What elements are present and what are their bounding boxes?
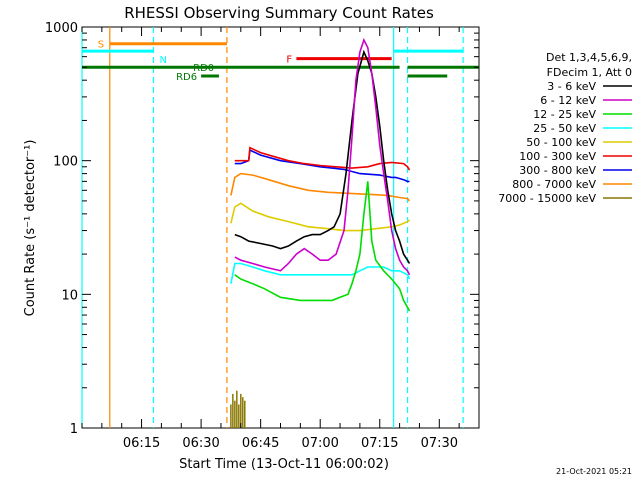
flag-label-n: N xyxy=(159,55,166,66)
flag-label-s: S xyxy=(98,40,104,51)
flag-label-rd6: RD6 xyxy=(176,72,197,83)
x-tick-label: 06:15 xyxy=(123,436,160,451)
x-tick-label: 06:45 xyxy=(242,436,279,451)
series-50-100kev xyxy=(230,202,410,232)
series-100-300kev xyxy=(234,146,411,171)
y-tick-label: 10 xyxy=(61,288,78,303)
x-tick-label: 07:00 xyxy=(301,436,338,451)
series-6-12kev xyxy=(234,37,411,276)
legend-entry-label: 25 - 50 keV xyxy=(533,122,596,135)
footer-date: 21-Oct-2021 05:21 xyxy=(556,467,632,476)
flag-label-f: F xyxy=(286,55,292,66)
legend-entry-label: 3 - 6 keV xyxy=(547,80,596,93)
legend-header-line-1: Det 1,3,4,5,6,9, xyxy=(546,51,632,64)
plot-frame xyxy=(81,26,480,429)
legend-entry-label: 100 - 300 keV xyxy=(519,150,596,163)
y-tick-label: 100 xyxy=(53,155,78,170)
legend-entry-label: 6 - 12 keV xyxy=(540,94,596,107)
x-axis-ticks: 06:15 06:30 06:45 07:00 07:15 07:30 xyxy=(81,27,480,451)
x-axis-label: Start Time (13-Oct-11 06:00:02) xyxy=(179,457,389,472)
x-tick-label: 07:15 xyxy=(361,436,398,451)
legend-header-line-2: FDecim 1, Att 0 xyxy=(547,66,632,79)
legend: Det 1,3,4,5,6,9, FDecim 1, Att 0 3 - 6 k… xyxy=(498,51,632,205)
legend-entry-label: 300 - 800 keV xyxy=(519,164,596,177)
x-tick-label: 06:30 xyxy=(182,436,219,451)
series-3-6kev xyxy=(234,49,411,264)
chart-title: RHESSI Observing Summary Count Rates xyxy=(124,4,434,22)
series-25-50kev xyxy=(230,262,411,284)
y-tick-label: 1000 xyxy=(45,21,78,36)
y-axis-label: Count Rate (s⁻¹ detector⁻¹) xyxy=(23,140,38,317)
y-tick-label: 1 xyxy=(70,422,78,437)
event-markers xyxy=(81,27,464,428)
count-rate-series xyxy=(230,37,411,428)
flag-label-rd0: RD0 xyxy=(193,63,214,74)
legend-entry-label: 7000 - 15000 keV xyxy=(498,192,596,205)
series-12-25kev xyxy=(234,181,411,312)
legend-entry-label: 50 - 100 keV xyxy=(526,136,596,149)
legend-entry-label: 12 - 25 keV xyxy=(533,108,596,121)
y-axis-ticks: 1 10 100 1000 xyxy=(45,21,479,437)
series-800-7000kev xyxy=(230,172,411,202)
x-tick-label: 07:30 xyxy=(421,436,458,451)
legend-entry-label: 800 - 7000 keV xyxy=(512,178,596,191)
